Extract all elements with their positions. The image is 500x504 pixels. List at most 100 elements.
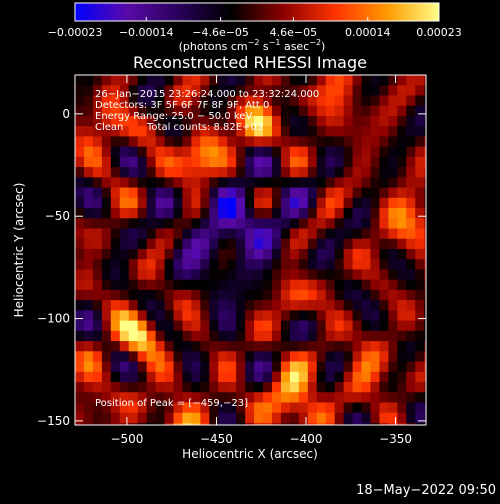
heatmap-cell [227, 238, 237, 250]
heatmap-cell [155, 310, 166, 322]
heatmap-cell [388, 269, 398, 281]
heatmap-cell [128, 351, 139, 363]
heatmap-cell [92, 146, 103, 158]
heatmap-cell [388, 75, 398, 86]
heatmap-cell [307, 422, 318, 425]
heatmap-cell [227, 392, 237, 404]
heatmap-cell [128, 218, 139, 230]
heatmap-cell [361, 75, 372, 86]
heatmap-cell [173, 218, 184, 230]
heatmap-cell [271, 238, 282, 250]
heatmap-cell [209, 136, 219, 148]
heatmap-cell [155, 259, 166, 271]
heatmap-cell [325, 259, 336, 271]
heatmap-cell [424, 351, 426, 363]
heatmap-cell [146, 402, 157, 414]
heatmap-cell [424, 279, 426, 291]
heatmap-cell [316, 105, 327, 117]
heatmap-cell [254, 238, 264, 250]
heatmap-cell [271, 228, 282, 240]
heatmap-cell [128, 85, 139, 97]
heatmap-cell [236, 105, 246, 117]
heatmap-cell [137, 167, 148, 178]
heatmap-cell [397, 382, 407, 393]
heatmap-cell [164, 402, 175, 414]
heatmap-cell [209, 310, 219, 322]
heatmap-cell [209, 402, 219, 414]
heatmap-cell [263, 75, 273, 86]
heatmap-cell [406, 208, 416, 219]
heatmap-cell [164, 320, 175, 332]
heatmap-cell [245, 218, 255, 230]
heatmap-cell [263, 310, 273, 322]
heatmap-cell [209, 115, 219, 127]
heatmap-cell [227, 371, 237, 383]
heatmap-cell [397, 402, 407, 414]
heatmap-cell [128, 310, 139, 322]
heatmap-cell [75, 412, 85, 424]
heatmap-cell [352, 187, 363, 199]
heatmap-cell [271, 115, 282, 127]
heatmap-cell [254, 361, 264, 373]
heatmap-cell [334, 248, 345, 260]
heatmap-cell [173, 422, 184, 425]
heatmap-cell [263, 351, 273, 363]
heatmap-cell [316, 289, 327, 301]
heatmap-cell [92, 105, 103, 117]
heatmap-cell [370, 371, 381, 383]
heatmap-cell [245, 382, 255, 393]
heatmap-cell [379, 382, 389, 393]
heatmap-cell [370, 85, 381, 97]
heatmap-cell [298, 330, 309, 342]
heatmap-cell [155, 177, 166, 189]
heatmap-cell [155, 279, 166, 291]
heatmap-cell [92, 75, 103, 86]
heatmap-cell [236, 320, 246, 332]
heatmap-cell [128, 392, 139, 404]
heatmap-cell [263, 269, 273, 281]
heatmap-cell [83, 208, 94, 219]
heatmap-cell [209, 75, 219, 86]
heatmap-cell [406, 146, 416, 158]
heatmap-cell [397, 126, 407, 138]
heatmap-cell [75, 85, 85, 97]
heatmap-cell [271, 136, 282, 148]
heatmap-cell [155, 300, 166, 311]
heatmap-cell [388, 85, 398, 97]
heatmap-cell [325, 136, 336, 148]
heatmap-cell [200, 146, 210, 158]
heatmap-cell [406, 136, 416, 148]
heatmap-cell [307, 269, 318, 281]
heatmap-cell [110, 259, 121, 271]
heatmap-cell [92, 422, 103, 425]
heatmap-cell [191, 422, 201, 425]
heatmap-cell [137, 269, 148, 281]
heatmap-cell [75, 126, 85, 138]
heatmap-cell [137, 259, 148, 271]
heatmap-cell [307, 228, 318, 240]
heatmap-cell [406, 371, 416, 383]
heatmap-cell [218, 208, 228, 219]
heatmap-cell [334, 177, 345, 189]
heatmap-cell [182, 310, 193, 322]
heatmap-cell [128, 412, 139, 424]
heatmap-cell [289, 320, 300, 332]
heatmap-cell [119, 351, 130, 363]
heatmap-cell [155, 330, 166, 342]
heatmap-cell [325, 146, 336, 158]
heatmap-cell [424, 433, 434, 444]
heatmap-cell [83, 341, 94, 352]
heatmap-cell [352, 300, 363, 311]
heatmap-cell [325, 330, 336, 342]
heatmap-cell [209, 208, 219, 219]
heatmap-cell [424, 95, 426, 107]
heatmap-cell [83, 289, 94, 301]
heatmap-cell [191, 197, 201, 209]
heatmap-cell [325, 269, 336, 281]
heatmap-cell [263, 115, 273, 127]
heatmap-cell [379, 422, 389, 425]
heatmap-cell [298, 208, 309, 219]
heatmap-cell [263, 187, 273, 199]
heatmap-cell [334, 392, 345, 404]
heatmap-cell [227, 228, 237, 240]
